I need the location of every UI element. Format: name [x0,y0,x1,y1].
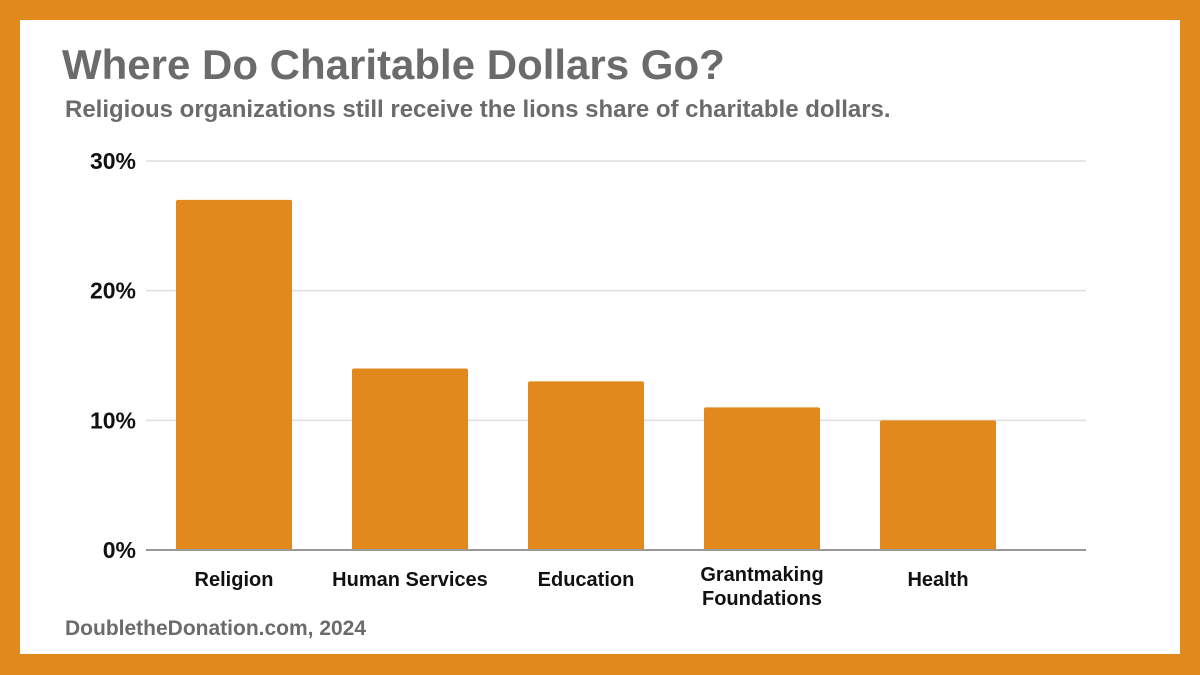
y-tick-label: 10% [90,407,136,433]
category-label: Education [538,569,635,591]
y-tick-label: 0% [103,537,136,563]
category-label-line: Human Services [332,569,488,591]
bar [176,199,292,550]
category-label-line: Health [907,569,968,591]
category-label: Health [907,569,968,591]
category-label-line: Foundations [702,588,822,610]
bar [704,407,820,550]
category-label-line: Religion [195,569,274,591]
category-label: Religion [195,569,274,591]
bar [880,420,996,550]
chart-title: Where Do Charitable Dollars Go? [62,41,725,88]
category-label: Human Services [332,569,488,591]
category-label-line: Education [538,569,635,591]
category-label-line: Grantmaking [700,564,823,586]
bar [352,368,468,550]
y-tick-label: 20% [90,278,136,304]
chart-subtitle: Religious organizations still receive th… [65,96,891,123]
category-label: Grantmaking Foundations [700,564,823,610]
bar [528,381,644,550]
source-caption: DoubletheDonation.com, 2024 [65,617,367,640]
y-tick-label: 30% [90,148,136,174]
